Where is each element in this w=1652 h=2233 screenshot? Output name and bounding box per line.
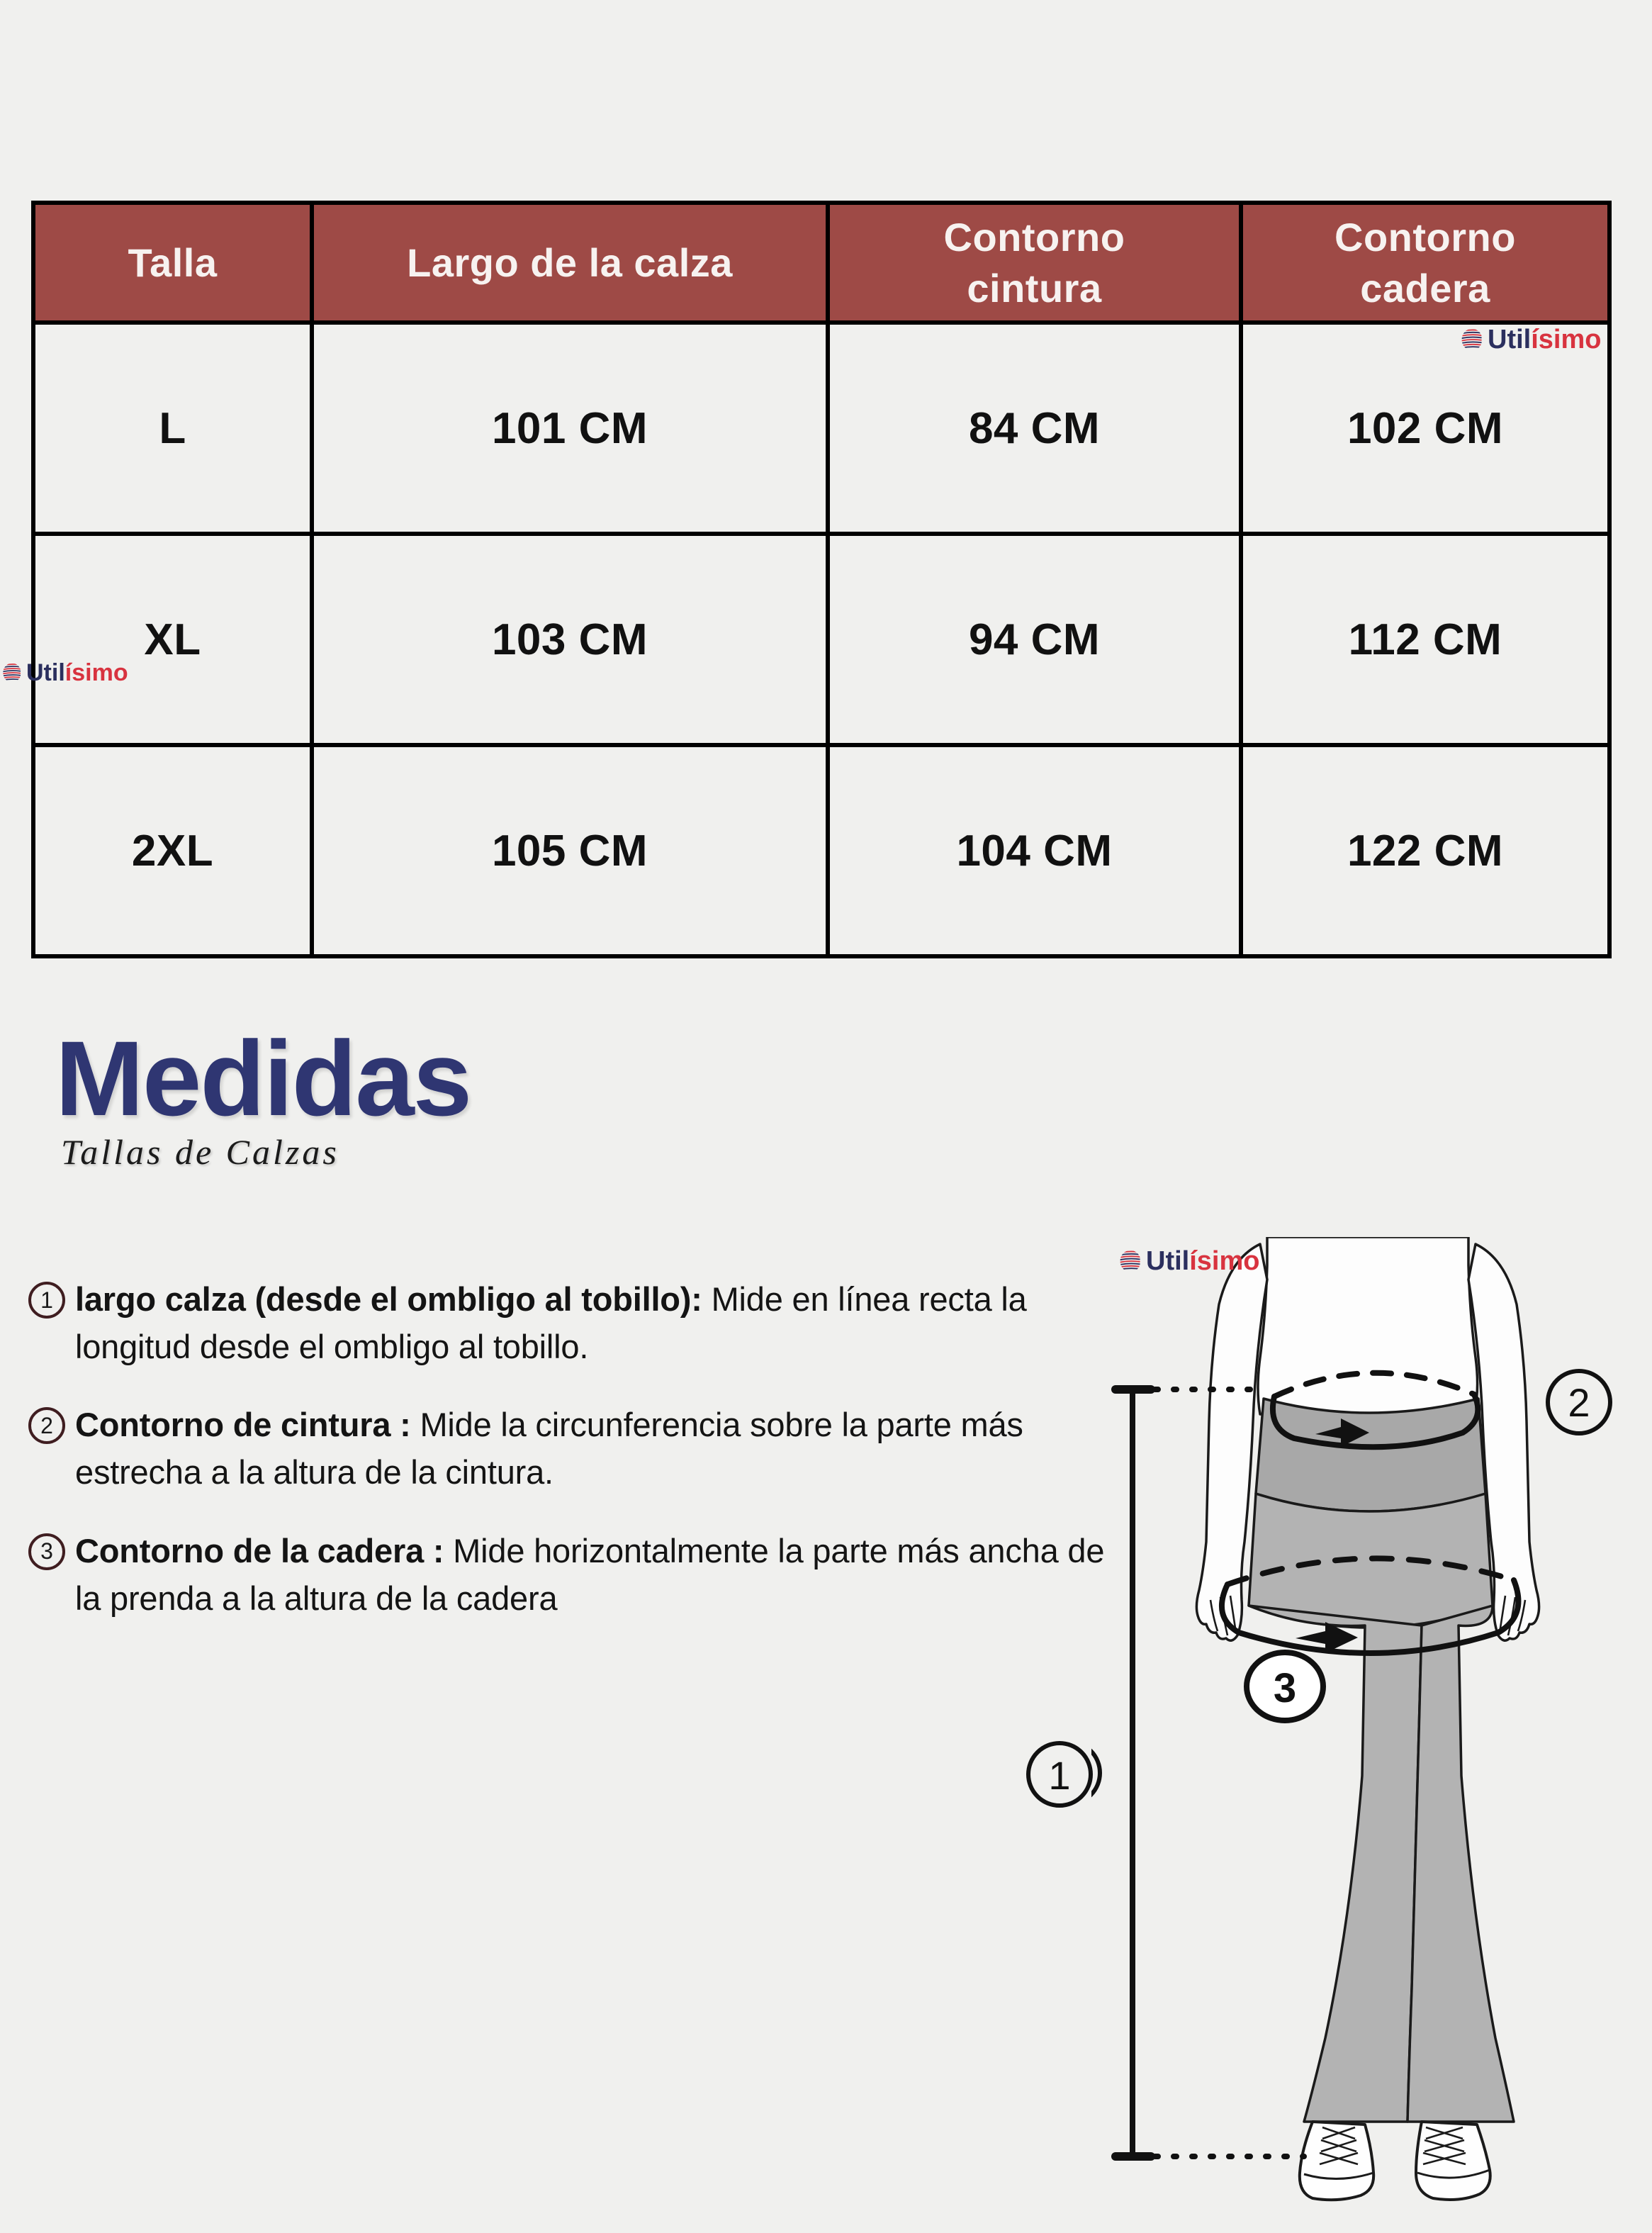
column-header-contorno-cadera: Contorno cadera (1239, 200, 1612, 325)
instruction-number-badge: 1 (28, 1282, 65, 1319)
table-header: Talla Largo de la calza Contorno cintura… (31, 200, 1612, 325)
cell-size: L (31, 320, 314, 537)
instructions-list: 1 largo calza (desde el ombligo al tobil… (28, 1276, 1106, 1653)
table-row: 2XL 105 CM 104 CM 122 CM (31, 743, 1612, 958)
cell-size: 2XL (31, 743, 314, 958)
cell-cintura: 104 CM (826, 743, 1243, 958)
size-chart-table: Talla Largo de la calza Contorno cintura… (31, 200, 1612, 958)
column-header-contorno-cintura: Contorno cintura (826, 200, 1243, 325)
instruction-lead: largo calza (desde el ombligo al tobillo… (75, 1280, 702, 1318)
column-header-largo: Largo de la calza (310, 200, 830, 325)
marker-3-label: 3 (1274, 1665, 1296, 1711)
page-subtitle: Tallas de Calzas (61, 1132, 339, 1172)
list-item: 3 Contorno de la cadera : Mide horizonta… (28, 1528, 1106, 1622)
length-measurement-bar (1111, 1385, 1307, 2161)
cell-largo: 105 CM (310, 743, 830, 958)
title-block: Medidas Tallas de Calzas (55, 1019, 870, 1173)
column-header-contorno-cintura-line2: cintura (967, 265, 1102, 310)
instruction-lead: Contorno de cintura : (75, 1406, 411, 1444)
waist-arrow-icon (1315, 1418, 1369, 1447)
measurement-figure-illustration: 1 2 3 (1091, 1237, 1651, 2229)
instruction-text: Contorno de la cadera : Mide horizontalm… (75, 1528, 1106, 1622)
cell-size: XL (31, 532, 314, 748)
cell-cadera: 102 CM (1239, 320, 1612, 537)
cell-cadera: 112 CM (1239, 532, 1612, 748)
cell-cintura: 84 CM (826, 320, 1243, 537)
instruction-text: Contorno de cintura : Mide la circunfere… (75, 1401, 1106, 1496)
hip-arrow-icon (1296, 1622, 1358, 1653)
instruction-rest: Mide en línea recta la longitud desde el… (75, 1280, 1027, 1365)
garment-pants (1247, 1397, 1515, 2123)
marker-2-waist: 2 (1546, 1369, 1612, 1436)
body-figure (1195, 1237, 1541, 1642)
column-header-talla: Talla (31, 200, 314, 325)
table-body: L 101 CM 84 CM 102 CM XL 103 CM 94 CM 11… (31, 320, 1612, 958)
column-header-contorno-cadera-line1: Contorno (1334, 215, 1516, 259)
marker-1-length: 1 (1091, 1748, 1102, 1798)
hip-measurement-loop (1219, 1555, 1522, 1656)
instruction-text: largo calza (desde el ombligo al tobillo… (75, 1276, 1106, 1370)
table-row: L 101 CM 84 CM 102 CM (31, 320, 1612, 537)
cell-largo: 103 CM (310, 532, 830, 748)
table-header-row: Talla Largo de la calza Contorno cintura… (31, 200, 1612, 325)
list-item: 2 Contorno de cintura : Mide la circunfe… (28, 1401, 1106, 1496)
instruction-number-badge: 2 (28, 1407, 65, 1445)
instruction-rest: Mide la circunferencia sobre la parte má… (75, 1406, 1023, 1492)
marker-1-length-badge: 1 (1021, 1735, 1098, 1813)
globe-icon (3, 663, 21, 683)
table-row: XL 103 CM 94 CM 112 CM (31, 532, 1612, 748)
marker-1-label: 1 (1048, 1753, 1070, 1798)
waist-measurement-loop (1269, 1370, 1481, 1450)
cell-largo: 101 CM (310, 320, 830, 537)
size-chart-table-container: Talla Largo de la calza Contorno cintura… (31, 200, 1612, 958)
cell-cintura: 94 CM (826, 532, 1243, 748)
cell-cadera: 122 CM (1239, 743, 1612, 958)
shoes (1298, 2120, 1492, 2202)
marker-2-label: 2 (1568, 1380, 1590, 1425)
column-header-contorno-cintura-line1: Contorno (943, 215, 1125, 259)
marker-3-hip: 3 (1244, 1650, 1326, 1723)
instruction-lead: Contorno de la cadera : (75, 1531, 444, 1569)
column-header-contorno-cadera-line2: cadera (1360, 265, 1490, 310)
list-item: 1 largo calza (desde el ombligo al tobil… (28, 1276, 1106, 1370)
instruction-rest: Mide horizontalmente la parte más ancha … (75, 1531, 1105, 1617)
instruction-number-badge: 3 (28, 1533, 65, 1570)
page-title: Medidas (55, 1019, 472, 1138)
